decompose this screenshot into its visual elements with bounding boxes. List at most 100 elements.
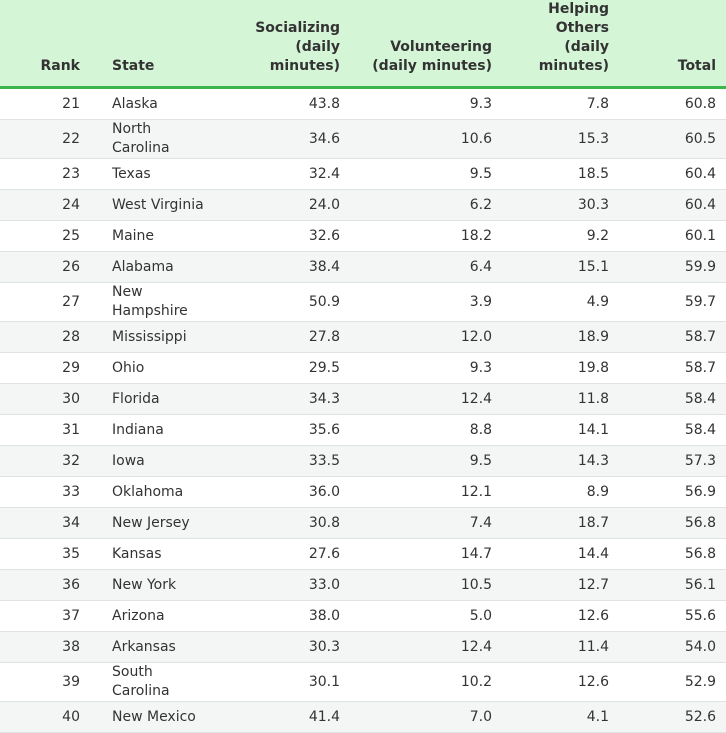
state-name: New York xyxy=(112,576,177,593)
socializing-cell: 43.8 xyxy=(222,87,340,120)
state-name: New Hampshire xyxy=(112,284,188,319)
state-cell: Arizona xyxy=(82,600,222,632)
volunteering-cell: 10.6 xyxy=(340,119,492,159)
helping-cell: 18.5 xyxy=(492,158,609,190)
state-name: Indiana xyxy=(112,421,164,438)
socializing-cell: 34.3 xyxy=(222,383,340,415)
state-cell: Florida xyxy=(82,383,222,415)
state-cell: Kansas xyxy=(82,538,222,570)
table-row: 35 Kansas 27.6 14.7 14.4 56.8 xyxy=(0,538,726,570)
socializing-cell: 50.9 xyxy=(222,282,340,322)
helping-cell: 14.4 xyxy=(492,538,609,570)
state-cell: Oklahoma xyxy=(82,476,222,508)
socializing-cell: 33.5 xyxy=(222,445,340,477)
state-name: Alaska xyxy=(112,95,158,112)
helping-cell: 12.7 xyxy=(492,569,609,601)
header-row: Rank State Socializing (daily minutes) V… xyxy=(0,0,726,89)
table-row: 38 Arkansas 30.3 12.4 11.4 54.0 xyxy=(0,631,726,663)
header-socializing-line: Socializing xyxy=(255,20,340,36)
header-rank[interactable]: Rank xyxy=(0,0,82,89)
socializing-cell: 30.3 xyxy=(222,631,340,663)
state-name: Kansas xyxy=(112,545,162,562)
helping-cell: 8.9 xyxy=(492,476,609,508)
state-cell: West Virginia xyxy=(82,189,222,221)
table-row: 28 Mississippi 27.8 12.0 18.9 58.7 xyxy=(0,321,726,353)
header-helping-line: minutes) xyxy=(538,58,609,74)
volunteering-cell: 6.2 xyxy=(340,189,492,221)
volunteering-cell: 9.3 xyxy=(340,352,492,384)
total-cell: 52.9 xyxy=(609,662,726,702)
socializing-cell: 30.1 xyxy=(222,662,340,702)
total-cell: 59.7 xyxy=(609,282,726,322)
helping-cell: 14.3 xyxy=(492,445,609,477)
state-cell: New York xyxy=(82,569,222,601)
volunteering-cell: 9.3 xyxy=(340,87,492,120)
rank-cell: 24 xyxy=(0,189,82,221)
socializing-cell: 30.8 xyxy=(222,507,340,539)
volunteering-cell: 10.5 xyxy=(340,569,492,601)
rank-cell: 29 xyxy=(0,352,82,384)
rank-cell: 40 xyxy=(0,701,82,733)
socializing-cell: 32.6 xyxy=(222,220,340,252)
table-row: 26 Alabama 38.4 6.4 15.1 59.9 xyxy=(0,251,726,283)
state-cell: New Jersey xyxy=(82,507,222,539)
helping-cell: 12.6 xyxy=(492,600,609,632)
helping-cell: 11.8 xyxy=(492,383,609,415)
total-cell: 59.9 xyxy=(609,251,726,283)
helping-cell: 18.7 xyxy=(492,507,609,539)
helping-cell: 4.9 xyxy=(492,282,609,322)
state-cell: Maine xyxy=(82,220,222,252)
table-row: 24 West Virginia 24.0 6.2 30.3 60.4 xyxy=(0,189,726,221)
header-socializing-line: minutes) xyxy=(269,58,340,74)
table-header: Rank State Socializing (daily minutes) V… xyxy=(0,0,726,89)
header-socializing[interactable]: Socializing (daily minutes) xyxy=(222,0,340,89)
header-helping-others[interactable]: Helping Others (daily minutes) xyxy=(492,0,609,89)
volunteering-cell: 18.2 xyxy=(340,220,492,252)
header-helping-line: Others xyxy=(555,20,609,36)
rank-cell: 39 xyxy=(0,662,82,702)
rank-cell: 35 xyxy=(0,538,82,570)
state-name: Texas xyxy=(112,165,151,182)
total-cell: 56.1 xyxy=(609,569,726,601)
state-name: Maine xyxy=(112,227,155,244)
header-state[interactable]: State xyxy=(82,0,222,89)
rank-cell: 34 xyxy=(0,507,82,539)
header-helping-line: Helping xyxy=(548,1,609,17)
table-row: 27 New Hampshire 50.9 3.9 4.9 59.7 xyxy=(0,282,726,322)
table-row: 39 South Carolina 30.1 10.2 12.6 52.9 xyxy=(0,662,726,702)
header-total[interactable]: Total xyxy=(609,0,726,89)
state-name: Arizona xyxy=(112,607,165,624)
rank-cell: 33 xyxy=(0,476,82,508)
table-row: 22 North Carolina 34.6 10.6 15.3 60.5 xyxy=(0,119,726,159)
volunteering-cell: 9.5 xyxy=(340,158,492,190)
helping-cell: 11.4 xyxy=(492,631,609,663)
state-cell: South Carolina xyxy=(82,662,222,702)
state-name: Mississippi xyxy=(112,328,187,345)
state-name: West Virginia xyxy=(112,196,204,213)
socializing-cell: 38.0 xyxy=(222,600,340,632)
state-cell: Alabama xyxy=(82,251,222,283)
state-name: South Carolina xyxy=(112,664,170,699)
rank-cell: 31 xyxy=(0,414,82,446)
state-name: North Carolina xyxy=(112,121,170,156)
rank-cell: 37 xyxy=(0,600,82,632)
total-cell: 55.6 xyxy=(609,600,726,632)
header-state-label: State xyxy=(112,58,155,74)
volunteering-cell: 10.2 xyxy=(340,662,492,702)
total-cell: 60.1 xyxy=(609,220,726,252)
socializing-cell: 27.6 xyxy=(222,538,340,570)
state-name: Arkansas xyxy=(112,638,176,655)
table-row: 23 Texas 32.4 9.5 18.5 60.4 xyxy=(0,158,726,190)
helping-cell: 19.8 xyxy=(492,352,609,384)
socializing-cell: 33.0 xyxy=(222,569,340,601)
state-name: New Mexico xyxy=(112,708,196,725)
header-volunteering[interactable]: Volunteering (daily minutes) xyxy=(340,0,492,89)
volunteering-cell: 5.0 xyxy=(340,600,492,632)
total-cell: 54.0 xyxy=(609,631,726,663)
header-total-label: Total xyxy=(677,58,716,74)
rank-cell: 26 xyxy=(0,251,82,283)
total-cell: 56.8 xyxy=(609,538,726,570)
helping-cell: 4.1 xyxy=(492,701,609,733)
helping-cell: 18.9 xyxy=(492,321,609,353)
